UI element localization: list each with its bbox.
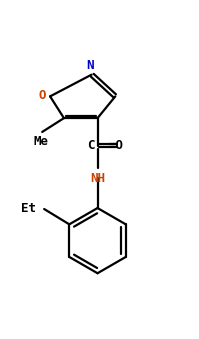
Text: O: O	[39, 89, 46, 102]
Text: Me: Me	[34, 135, 49, 148]
Text: =O: =O	[108, 139, 123, 152]
Text: Et: Et	[21, 201, 36, 215]
Text: NH: NH	[90, 173, 105, 185]
Text: C: C	[87, 139, 94, 152]
Text: N: N	[86, 59, 93, 72]
